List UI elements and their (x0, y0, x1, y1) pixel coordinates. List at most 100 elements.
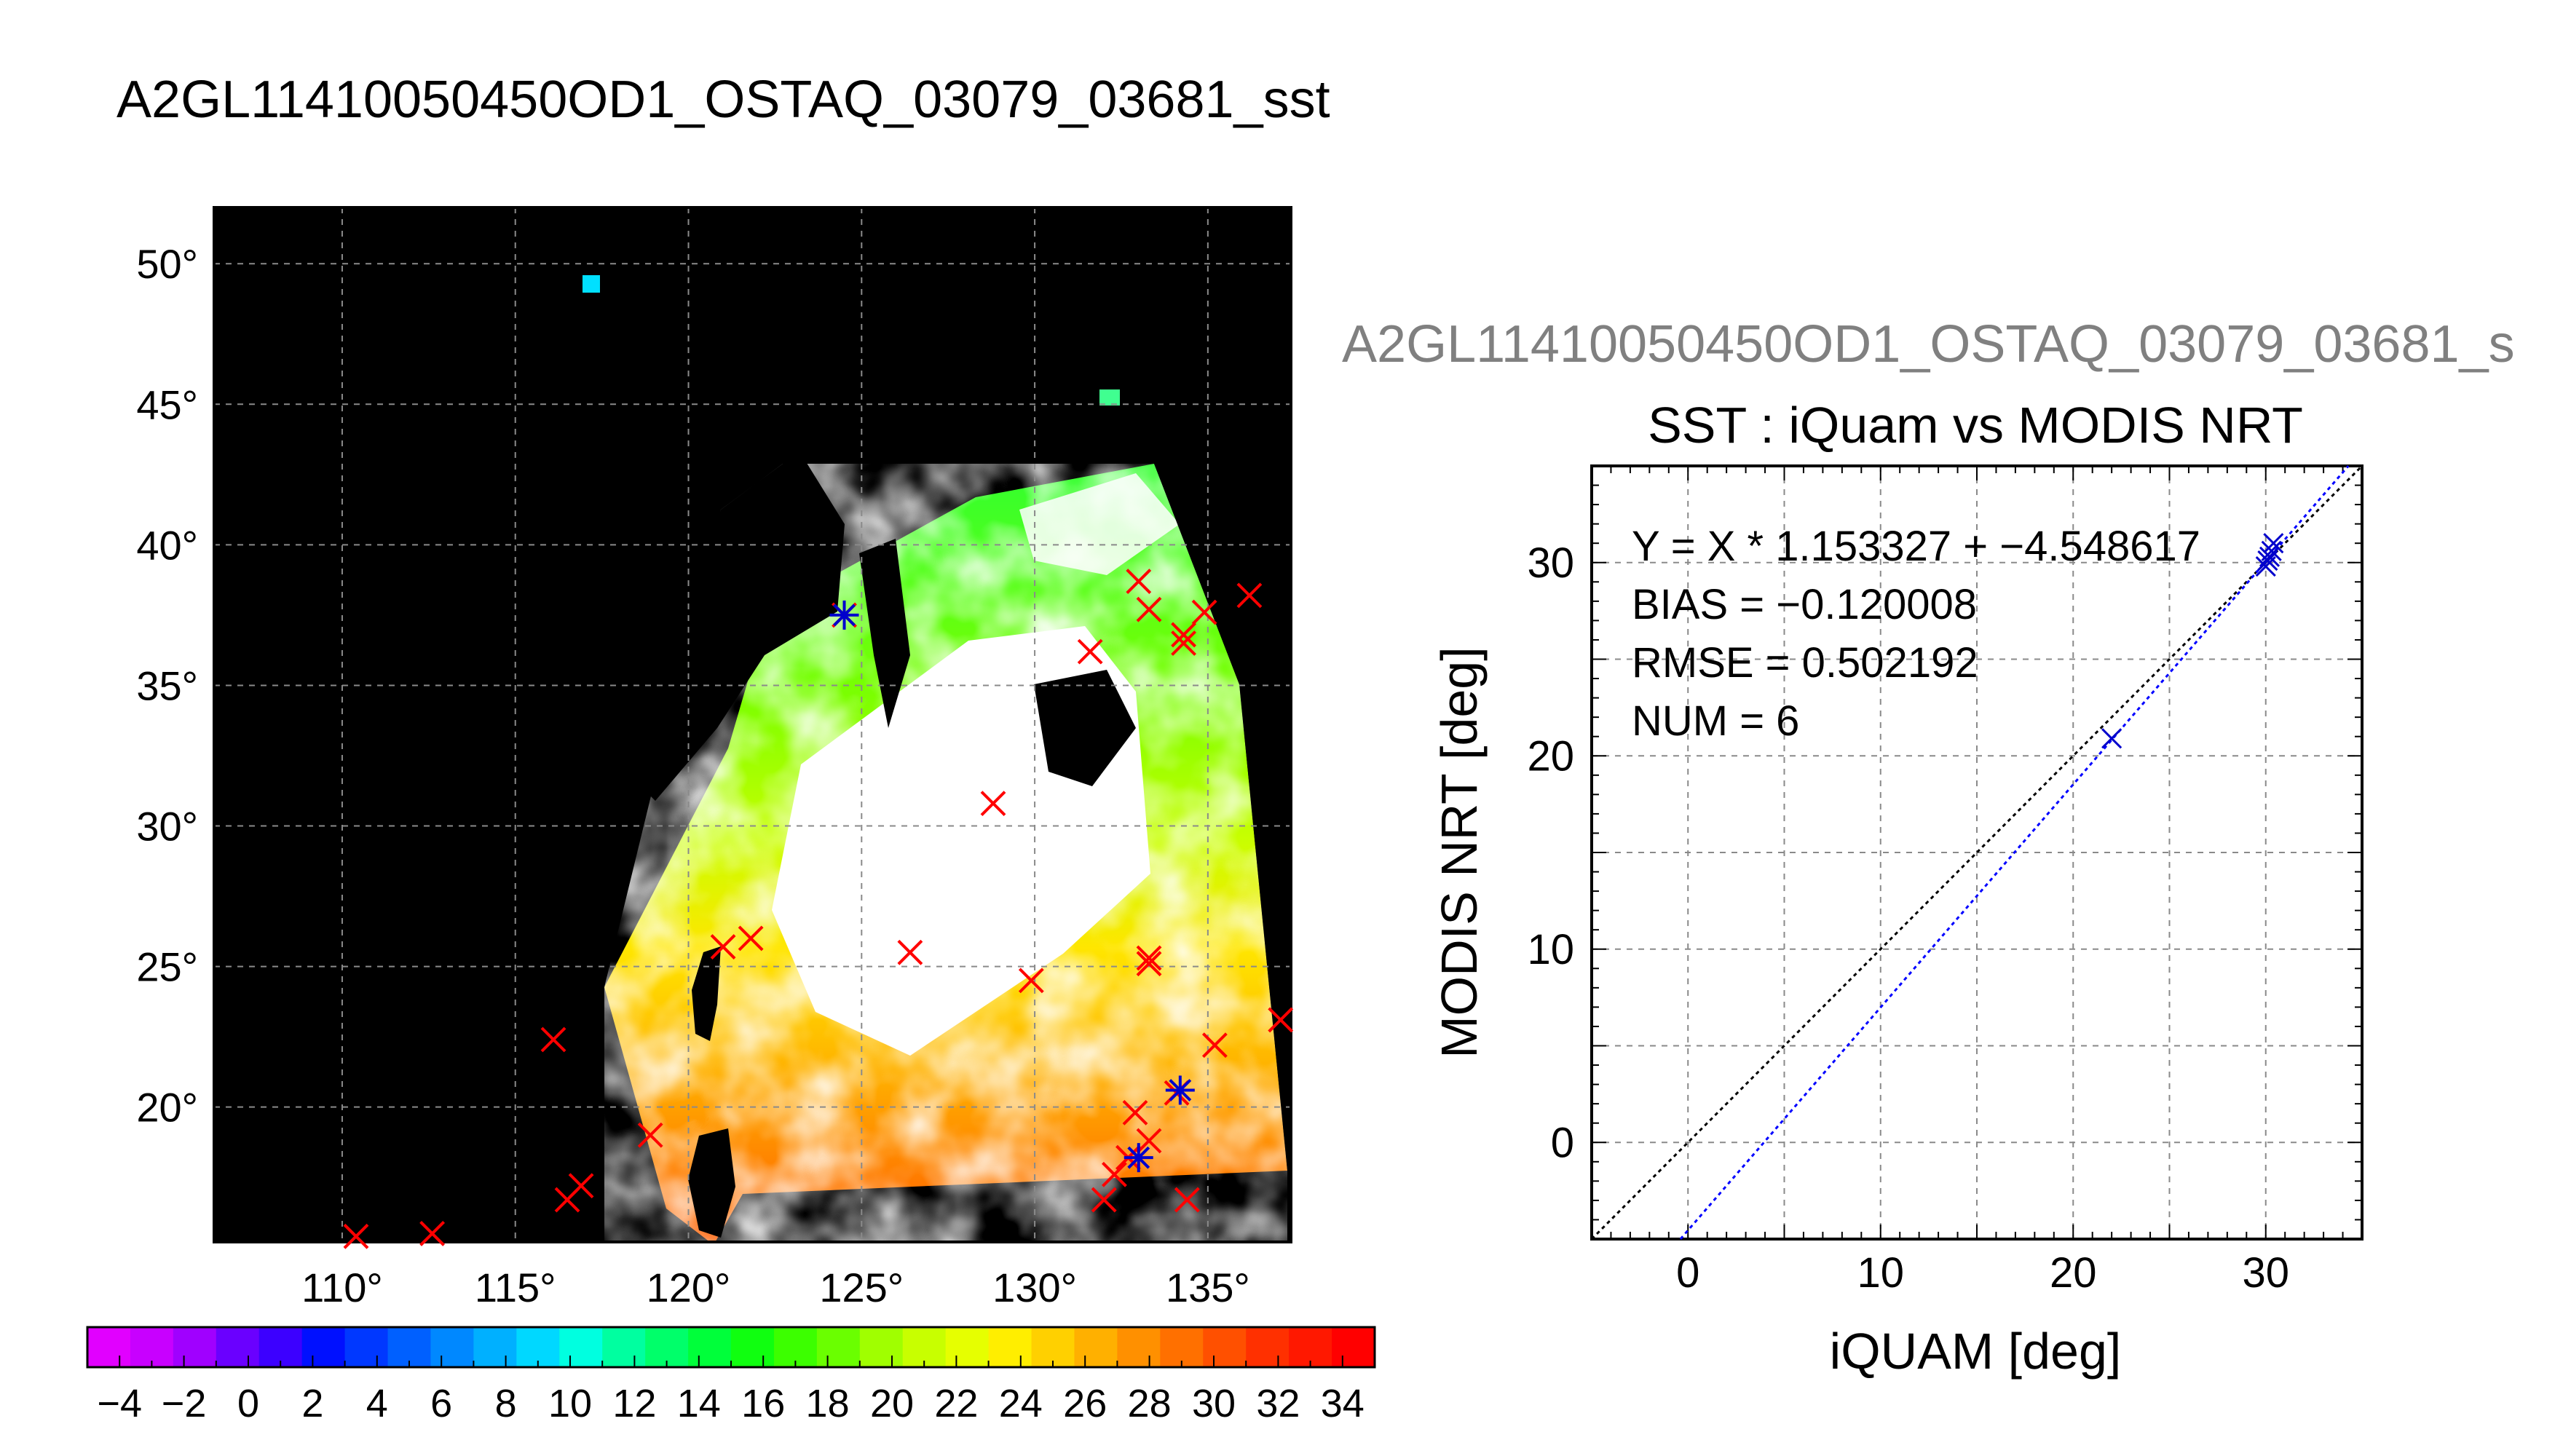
map-frame (213, 206, 1292, 1243)
lat-tick-label: 40° (136, 522, 198, 568)
insitu-marker (1136, 951, 1162, 977)
colorbar-tick-label: 22 (934, 1382, 978, 1425)
colorbar-cell (216, 1327, 260, 1367)
insitu-marker-stroke (1136, 1128, 1162, 1154)
insitu-marker-stroke (554, 1187, 580, 1213)
insitu-marker (1171, 630, 1196, 656)
insitu-marker (1236, 582, 1263, 609)
insitu-marker-stroke (1201, 1032, 1228, 1059)
insitu-marker-stroke (1126, 569, 1152, 594)
colorbar-cell (945, 1327, 990, 1367)
x-axis-label: iQUAM [deg] (1830, 1323, 2122, 1380)
map-markers (343, 569, 1294, 1249)
insitu-marker (1126, 569, 1152, 594)
matchup-marker-stroke (833, 604, 856, 627)
swath-layer (214, 207, 1291, 1242)
insitu-marker (1171, 622, 1196, 648)
insitu-marker-stroke (1018, 968, 1044, 994)
matchup-marker-stroke (1127, 1146, 1150, 1169)
insitu-marker-stroke (1191, 599, 1217, 625)
colorbar-tick-label: 8 (495, 1382, 517, 1425)
scatter-annotations: Y = X * 1.153327 + −4.548617 BIAS = −0.12… (1632, 523, 2200, 745)
colorbar-cell (1031, 1327, 1075, 1367)
insitu-marker (1091, 1187, 1117, 1213)
insitu-marker (419, 1221, 446, 1246)
regression-line (1679, 465, 2350, 1240)
colorbar-tick-label: −2 (162, 1382, 207, 1425)
insitu-marker (1102, 1161, 1127, 1187)
insitu-marker (710, 934, 736, 960)
colorbar-cell (645, 1327, 689, 1367)
land-kyushu-shikoku (1034, 670, 1136, 786)
insitu-marker (897, 939, 923, 965)
x-tick-label: 0 (1676, 1249, 1699, 1297)
colorbar-cell (1332, 1327, 1375, 1367)
colorbar-tick-label: 26 (1063, 1382, 1107, 1425)
insitu-marker (1018, 968, 1044, 994)
insitu-marker-stroke (540, 1026, 566, 1053)
colorbar-ticks: −4 −2 0 2 4 6 8 10 12 14 16 18 20 22 24 26 28 30 32 34 (87, 1356, 1375, 1425)
insitu-marker-stroke (1102, 1161, 1127, 1187)
colorbar-tick-label: 14 (677, 1382, 721, 1425)
insitu-marker (1191, 599, 1217, 625)
colorbar-cell (430, 1327, 474, 1367)
colorbar-tick-label: 34 (1321, 1382, 1365, 1425)
sst-speck-north (583, 275, 600, 293)
scatter-point-stroke (2101, 728, 2122, 749)
matchup-marker-stroke (1169, 1079, 1192, 1101)
insitu-marker-stroke (1171, 630, 1196, 656)
lat-tick-label: 50° (136, 241, 198, 287)
y-tick-label: 30 (1527, 539, 1574, 587)
insitu-marker (540, 1026, 566, 1053)
y-tick-label: 20 (1527, 732, 1574, 780)
insitu-marker-stroke (1136, 945, 1162, 971)
scatter-point (2261, 540, 2282, 561)
lon-tick-label: 130° (992, 1265, 1077, 1310)
y-axis-label: MODIS NRT [deg] (1431, 646, 1488, 1058)
scatter-ticks: 0 10 20 30 0 10 20 30 (1527, 465, 2363, 1297)
insitu-marker (1136, 945, 1162, 971)
map-gridlines (214, 207, 1291, 1242)
sst-map: 110° 115° 120° 125° 130° 135° 50° 45° 40° 35° 30° 2… (136, 206, 1294, 1310)
insitu-marker-stroke (419, 1221, 446, 1246)
colorbar-tick-label: 12 (612, 1382, 656, 1425)
insitu-marker-stroke (1174, 1187, 1200, 1213)
insitu-marker (637, 1122, 663, 1148)
colorbar-cell (258, 1327, 303, 1367)
colorbar-cell (816, 1327, 861, 1367)
insitu-marker-stroke (1171, 622, 1196, 648)
stats-annotation: NUM = 6 (1632, 697, 1799, 745)
colorbar-tick-label: 16 (741, 1382, 785, 1425)
x-tick-label: 20 (2050, 1249, 2097, 1297)
matchup-marker (1165, 1075, 1195, 1105)
insitu-marker-stroke (1091, 1187, 1117, 1213)
lon-tick-label: 115° (475, 1265, 556, 1310)
scatter-lines (1590, 464, 2364, 1241)
matchup-marker (829, 600, 859, 630)
colorbar-tick-label: −4 (97, 1382, 142, 1425)
land-korea (859, 539, 910, 728)
land-luzon (688, 1128, 735, 1238)
scatter-point-stroke (2261, 540, 2282, 561)
scatter-point (2263, 533, 2284, 554)
insitu-marker (554, 1187, 580, 1213)
land-china-east (626, 451, 845, 801)
colorbar-cell (902, 1327, 947, 1367)
off-swath-east (1154, 207, 1291, 1242)
lon-tick-label: 125° (819, 1265, 904, 1310)
insitu-marker-stroke (710, 934, 736, 960)
stats-annotation: Y = X * 1.153327 + −4.548617 (1632, 523, 2200, 570)
secondary-title: A2GL11410050450OD1_OSTAQ_03079_03681_s (1342, 315, 2515, 373)
insitu-marker (1174, 1187, 1200, 1213)
colorbar-cell (87, 1327, 131, 1367)
colorbar-cell (130, 1327, 174, 1367)
lat-tick-label: 35° (136, 662, 198, 708)
scatter-points (2101, 533, 2284, 749)
insitu-marker-stroke (1236, 582, 1263, 609)
colorbar-tick-label: 24 (999, 1382, 1043, 1425)
colorbar-cell (1074, 1327, 1118, 1367)
colorbar-cell (859, 1327, 904, 1367)
colorbar-cell (344, 1327, 389, 1367)
stats-annotation: BIAS = −0.120008 (1632, 581, 1977, 628)
colorbar-tick-label: 0 (237, 1382, 259, 1425)
